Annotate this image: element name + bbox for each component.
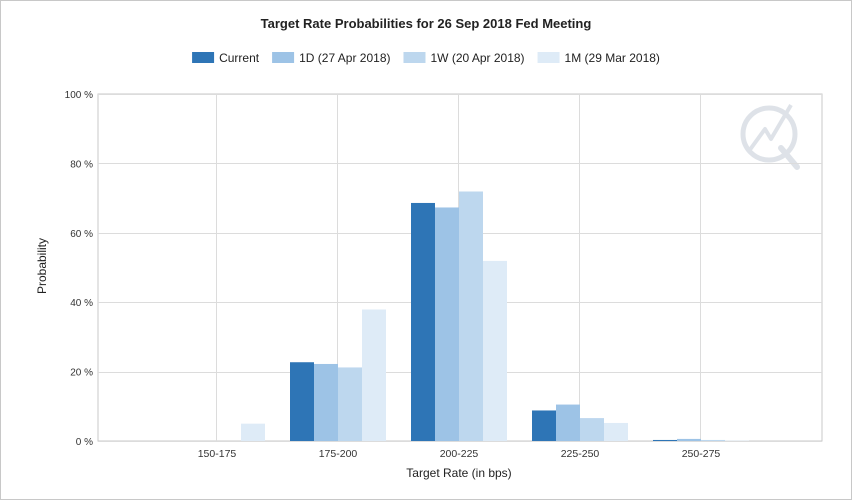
bar-1d-175-200[interactable] xyxy=(314,364,338,441)
legend-label[interactable]: 1W (20 Apr 2018) xyxy=(430,51,524,65)
bar-1m-150-175[interactable] xyxy=(241,424,265,441)
bar-current-250-275[interactable] xyxy=(653,440,677,441)
logo-watermark-icon xyxy=(743,105,797,167)
legend-swatch xyxy=(272,52,294,63)
bar-1m-200-225[interactable] xyxy=(483,261,507,441)
y-axis: 0 % 20 % 40 % 60 % 80 % 100 % xyxy=(65,90,93,448)
y-axis-label: Probability xyxy=(35,238,49,294)
legend: Current 1D (27 Apr 2018) 1W (20 Apr 2018) 1… xyxy=(192,51,660,65)
x-axis-label: Target Rate (in bps) xyxy=(406,466,511,480)
y-tick-label: 60 % xyxy=(70,229,93,240)
legend-swatch xyxy=(403,52,425,63)
bar-1d-200-225[interactable] xyxy=(435,207,459,441)
bar-1d-225-250[interactable] xyxy=(556,405,580,441)
x-axis: 150-175 175-200 200-225 225-250 250-275 xyxy=(198,448,721,460)
bars xyxy=(241,192,749,441)
x-tick-label: 225-250 xyxy=(561,448,600,460)
x-tick-label: 150-175 xyxy=(198,448,237,460)
x-tick-label: 175-200 xyxy=(319,448,358,460)
y-tick-label: 40 % xyxy=(70,298,93,309)
x-tick-label: 200-225 xyxy=(440,448,479,460)
legend-swatch xyxy=(192,52,214,63)
y-tick-label: 80 % xyxy=(70,159,93,170)
legend-label[interactable]: Current xyxy=(219,51,260,65)
bar-1w-200-225[interactable] xyxy=(459,192,483,441)
legend-swatch xyxy=(538,52,560,63)
legend-label[interactable]: 1M (29 Mar 2018) xyxy=(565,51,660,65)
bar-current-175-200[interactable] xyxy=(290,362,314,441)
legend-label[interactable]: 1D (27 Apr 2018) xyxy=(299,51,390,65)
bar-1m-225-250[interactable] xyxy=(604,423,628,441)
bar-1w-175-200[interactable] xyxy=(338,367,362,441)
y-tick-label: 100 % xyxy=(65,90,93,101)
bar-1w-225-250[interactable] xyxy=(580,418,604,441)
x-tick-label: 250-275 xyxy=(682,448,721,460)
bar-current-225-250[interactable] xyxy=(532,410,556,441)
bar-current-200-225[interactable] xyxy=(411,203,435,441)
bar-1d-250-275[interactable] xyxy=(677,439,701,441)
chart-title: Target Rate Probabilities for 26 Sep 201… xyxy=(261,16,592,31)
y-tick-label: 20 % xyxy=(70,368,93,379)
y-tick-label: 0 % xyxy=(76,437,93,448)
bar-1w-250-275[interactable] xyxy=(701,440,725,441)
bar-1m-175-200[interactable] xyxy=(362,309,386,441)
